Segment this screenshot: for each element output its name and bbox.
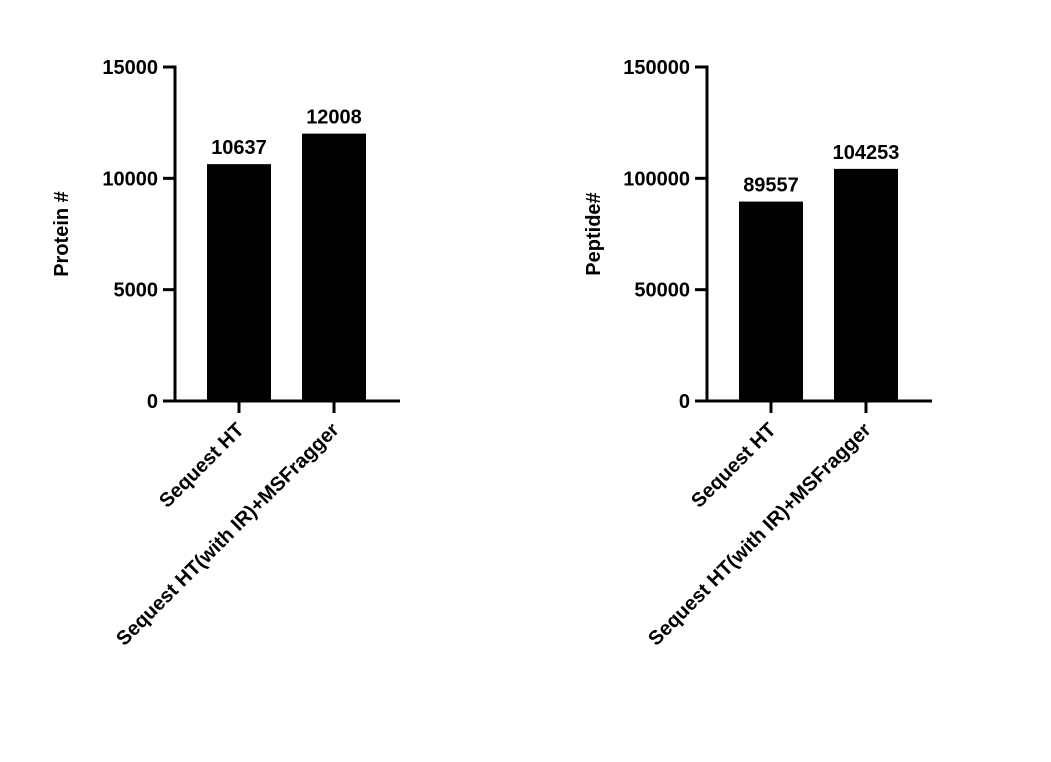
x-tick-label: Sequest HT	[687, 419, 780, 512]
y-axis-label: Peptide#	[583, 192, 605, 275]
x-tick-label: Sequest HT	[155, 419, 248, 512]
y-tick-label: 150000	[623, 57, 690, 79]
value-label: 10637	[211, 137, 267, 159]
y-tick-label: 100000	[623, 168, 690, 190]
bar	[207, 164, 271, 401]
y-tick-label: 0	[679, 391, 690, 413]
y-tick-label: 5000	[114, 280, 159, 302]
value-label: 89557	[743, 175, 799, 197]
y-axis-label: Protein #	[51, 191, 73, 277]
y-tick-label: 10000	[102, 168, 158, 190]
y-tick-label: 50000	[634, 280, 690, 302]
y-tick-label: 0	[147, 391, 158, 413]
bar	[302, 133, 366, 401]
bar	[834, 168, 898, 401]
bar	[739, 201, 803, 401]
value-label: 12008	[306, 107, 362, 129]
y-tick-label: 15000	[102, 57, 158, 79]
value-label: 104253	[833, 142, 900, 164]
